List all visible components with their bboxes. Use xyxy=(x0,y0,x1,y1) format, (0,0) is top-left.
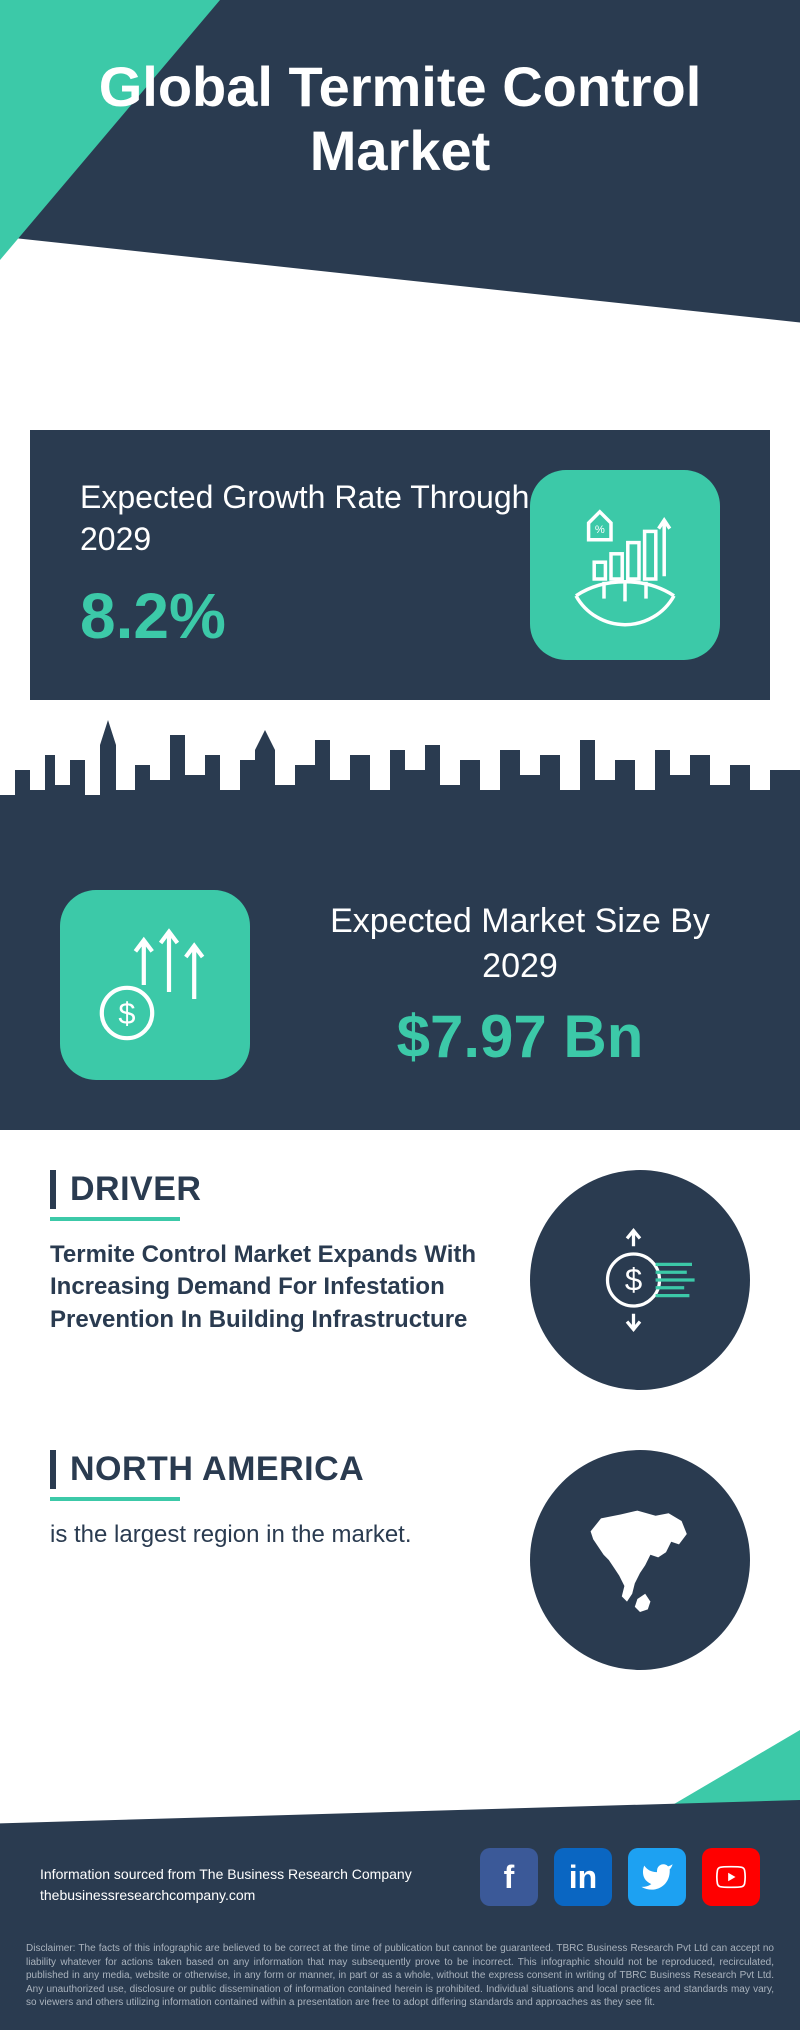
market-size-label: Expected Market Size By 2029 xyxy=(300,899,740,987)
source-line-1: Information sourced from The Business Re… xyxy=(40,1864,412,1885)
driver-heading: DRIVER xyxy=(50,1170,490,1209)
north-america-map-icon xyxy=(530,1450,750,1670)
growth-globe-icon: % xyxy=(530,470,720,660)
footer: Information sourced from The Business Re… xyxy=(0,1730,800,1930)
infographic-container: Global Termite Control Market Expected G… xyxy=(0,0,800,2030)
heading-underline xyxy=(50,1497,180,1501)
skyline-divider xyxy=(0,700,800,840)
region-text: NORTH AMERICA is the largest region in t… xyxy=(50,1450,490,1551)
svg-text:$: $ xyxy=(118,996,135,1031)
growth-text: Expected Growth Rate Through 2029 8.2% xyxy=(80,477,530,652)
twitter-icon[interactable] xyxy=(628,1848,686,1906)
region-body: is the largest region in the market. xyxy=(50,1519,490,1551)
market-size-panel: $ Expected Market Size By 2029 $7.97 Bn xyxy=(0,840,800,1130)
heading-underline xyxy=(50,1217,180,1221)
svg-text:$: $ xyxy=(625,1262,642,1297)
footer-content: Information sourced from The Business Re… xyxy=(40,1848,760,1906)
header: Global Termite Control Market xyxy=(0,0,800,430)
facebook-icon[interactable]: f xyxy=(480,1848,538,1906)
growth-rate-panel: Expected Growth Rate Through 2029 8.2% % xyxy=(30,430,770,700)
disclaimer: Disclaimer: The facts of this infographi… xyxy=(0,1930,800,2030)
region-section: NORTH AMERICA is the largest region in t… xyxy=(0,1410,800,1690)
driver-body: Termite Control Market Expands With Incr… xyxy=(50,1239,490,1336)
growth-label: Expected Growth Rate Through 2029 xyxy=(80,477,530,560)
dollar-arrows-icon: $ xyxy=(60,890,250,1080)
market-size-text: Expected Market Size By 2029 $7.97 Bn xyxy=(300,899,740,1070)
svg-text:%: % xyxy=(595,524,605,536)
dollar-cycle-icon: $ xyxy=(530,1170,750,1390)
page-title: Global Termite Control Market xyxy=(0,55,800,184)
youtube-icon[interactable] xyxy=(702,1848,760,1906)
social-links: f in xyxy=(480,1848,760,1906)
region-heading: NORTH AMERICA xyxy=(50,1450,490,1489)
driver-text: DRIVER Termite Control Market Expands Wi… xyxy=(50,1170,490,1336)
footer-source: Information sourced from The Business Re… xyxy=(40,1864,412,1906)
market-size-value: $7.97 Bn xyxy=(300,1002,740,1071)
growth-value: 8.2% xyxy=(80,579,530,653)
source-line-2: thebusinessresearchcompany.com xyxy=(40,1885,412,1906)
driver-section: DRIVER Termite Control Market Expands Wi… xyxy=(0,1130,800,1410)
linkedin-icon[interactable]: in xyxy=(554,1848,612,1906)
